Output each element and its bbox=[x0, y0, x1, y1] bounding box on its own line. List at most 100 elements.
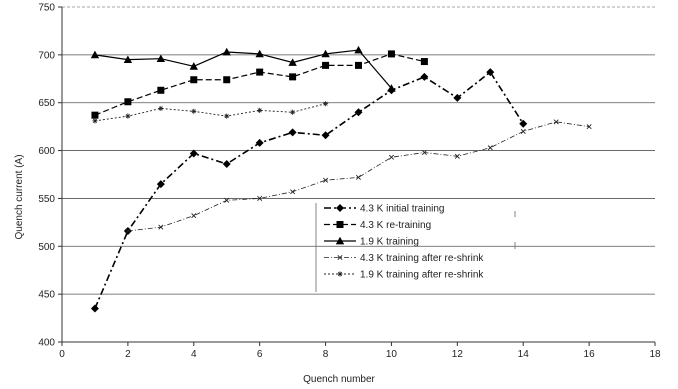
data-point bbox=[158, 105, 164, 112]
data-point bbox=[553, 119, 559, 125]
y-tick-label: 450 bbox=[38, 290, 55, 301]
x-tick-label: 4 bbox=[191, 349, 197, 360]
legend-swatch-marker bbox=[337, 271, 343, 277]
data-point bbox=[125, 113, 131, 119]
series-line bbox=[94, 53, 425, 116]
data-point bbox=[355, 61, 362, 69]
data-point bbox=[90, 50, 100, 59]
x-tick-label: 10 bbox=[386, 349, 398, 360]
data-point bbox=[223, 76, 231, 84]
data-point bbox=[224, 197, 230, 203]
data-point bbox=[191, 213, 197, 219]
legend-label: 1.9 K training bbox=[360, 237, 419, 248]
data-point bbox=[191, 108, 197, 114]
data-point bbox=[91, 111, 99, 119]
legend-label: 4.3 K initial training bbox=[360, 204, 445, 215]
data-point bbox=[92, 118, 98, 124]
data-point bbox=[288, 128, 297, 137]
y-tick-label: 750 bbox=[38, 3, 55, 14]
data-point bbox=[586, 124, 592, 130]
x-tick-label: 14 bbox=[518, 349, 530, 360]
data-point bbox=[190, 76, 198, 84]
data-point bbox=[256, 68, 264, 76]
data-point bbox=[387, 50, 395, 58]
data-point bbox=[224, 113, 230, 119]
data-point bbox=[124, 98, 132, 106]
legend-entry: 1.9 K training after re-shrink bbox=[324, 270, 484, 281]
data-point bbox=[354, 45, 363, 54]
legend-entry: 4.3 K initial training bbox=[324, 204, 445, 215]
data-point bbox=[420, 72, 429, 81]
data-point bbox=[156, 180, 165, 189]
x-tick-labels: 0 2 4 6 8 10 12 14 16 18 bbox=[59, 342, 661, 360]
data-point bbox=[420, 58, 428, 66]
data-point bbox=[322, 61, 330, 69]
series-group bbox=[90, 45, 592, 313]
x-tick-label: 2 bbox=[125, 349, 131, 360]
data-point bbox=[354, 108, 363, 117]
legend-swatch-marker bbox=[336, 204, 344, 212]
data-point bbox=[222, 47, 231, 56]
series-line bbox=[94, 71, 524, 309]
x-axis-label: Quench number bbox=[303, 374, 375, 385]
data-point bbox=[189, 149, 198, 158]
data-point bbox=[322, 101, 329, 107]
data-point bbox=[255, 49, 264, 58]
data-point bbox=[156, 54, 166, 63]
x-tick-label: 18 bbox=[649, 349, 661, 360]
series-line bbox=[94, 103, 326, 122]
y-axis-label: Quench current (A) bbox=[14, 154, 25, 239]
legend-label: 1.9 K training after re-shrink bbox=[360, 270, 484, 281]
series-4 bbox=[125, 119, 592, 234]
data-point bbox=[323, 177, 329, 183]
y-tick-label: 650 bbox=[38, 98, 55, 109]
data-point bbox=[290, 189, 296, 195]
series-2 bbox=[91, 50, 428, 119]
x-tick-label: 8 bbox=[323, 349, 329, 360]
y-tick-label: 500 bbox=[38, 242, 55, 253]
legend-label: 4.3 K re-training bbox=[360, 220, 431, 231]
data-point bbox=[289, 73, 297, 81]
data-point bbox=[157, 86, 165, 94]
series-3 bbox=[90, 45, 396, 92]
y-tick-label: 550 bbox=[38, 194, 55, 205]
data-point bbox=[355, 174, 362, 180]
series-line bbox=[94, 49, 392, 89]
legend-swatch-marker bbox=[335, 236, 345, 245]
y-tick-label: 700 bbox=[38, 50, 55, 61]
x-tick-label: 0 bbox=[59, 349, 65, 360]
data-point bbox=[290, 109, 296, 115]
data-point bbox=[189, 62, 198, 70]
data-point bbox=[222, 159, 231, 168]
y-tick-labels: 400 450 500 550 600 650 700 750 bbox=[38, 3, 62, 349]
y-tick-label: 400 bbox=[38, 338, 55, 349]
data-point bbox=[486, 68, 495, 77]
data-point bbox=[454, 153, 460, 159]
y-tick-label: 600 bbox=[38, 146, 55, 157]
data-point bbox=[520, 128, 526, 134]
data-point bbox=[387, 84, 396, 92]
legend-entry: 4.3 K training after re-shrink bbox=[324, 253, 484, 264]
data-point bbox=[257, 195, 263, 201]
data-point bbox=[257, 107, 263, 113]
data-point bbox=[158, 224, 164, 230]
data-point bbox=[453, 93, 462, 102]
data-point bbox=[255, 138, 264, 147]
data-point bbox=[288, 58, 297, 66]
legend: 4.3 K initial training 4.3 K re-training 1… bbox=[315, 203, 516, 292]
series-line bbox=[127, 121, 590, 232]
series-5 bbox=[92, 101, 329, 124]
data-point bbox=[421, 149, 427, 156]
data-point bbox=[125, 228, 131, 234]
data-point bbox=[90, 304, 99, 313]
legend-entry: 1.9 K training bbox=[324, 237, 419, 248]
x-tick-label: 12 bbox=[452, 349, 464, 360]
data-point bbox=[321, 49, 330, 58]
legend-swatch-marker bbox=[337, 254, 343, 261]
legend-label: 4.3 K training after re-shrink bbox=[360, 253, 484, 264]
x-tick-label: 16 bbox=[584, 349, 596, 360]
legend-swatch-marker bbox=[336, 221, 344, 228]
data-point bbox=[388, 154, 394, 160]
data-point bbox=[321, 131, 330, 140]
